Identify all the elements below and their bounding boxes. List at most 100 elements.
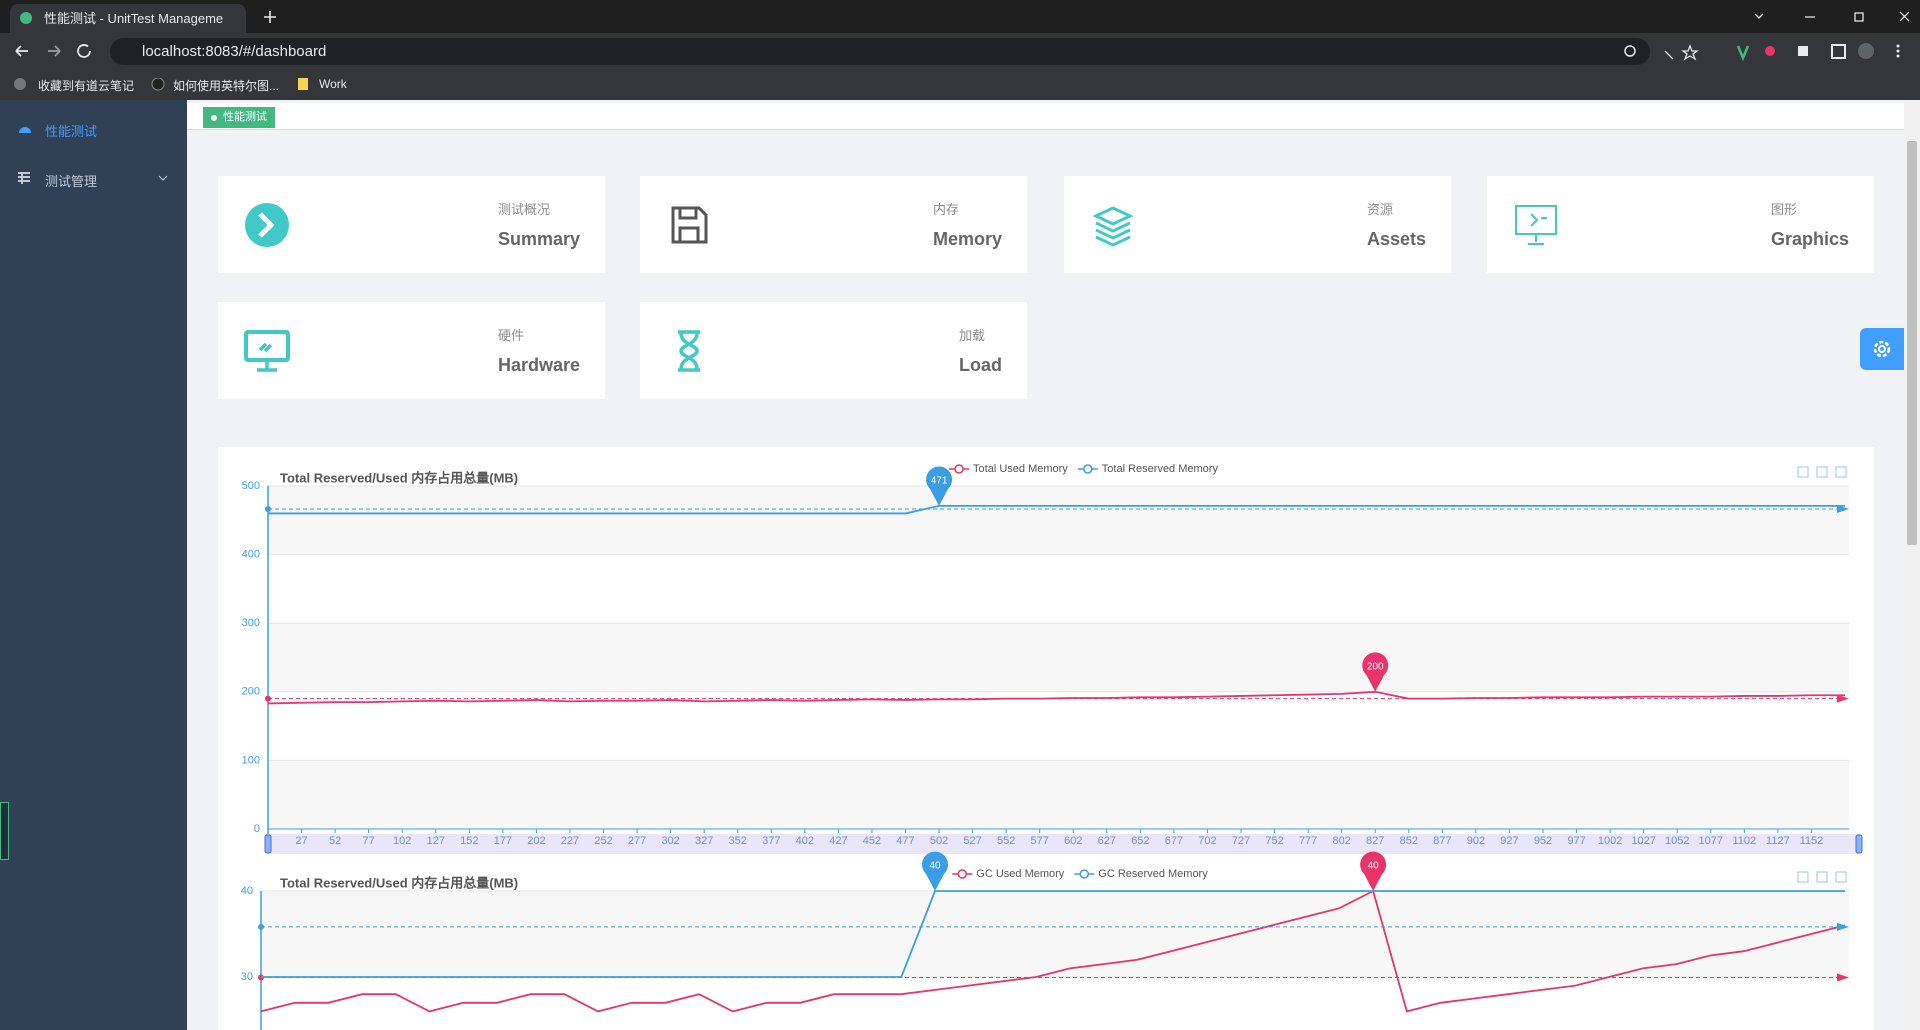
card[interactable]: 加载 Load — [640, 302, 1027, 399]
legend-label: Total Used Memory — [973, 463, 1068, 475]
x-tick-label: 177 — [494, 835, 512, 847]
max-label: 200 — [1367, 661, 1384, 672]
x-tick-label: 202 — [527, 835, 545, 847]
chart-title: Total Reserved/Used 内存占用总量(MB) — [280, 875, 518, 890]
x-tick-label: 1077 — [1699, 835, 1723, 847]
average-arrow — [1837, 694, 1849, 703]
max-pin — [1360, 851, 1387, 891]
grid-band — [268, 760, 1849, 829]
card-icon — [678, 330, 700, 372]
y-tick-label: 0 — [254, 823, 260, 835]
legend-item: GC Used Memory — [952, 868, 1065, 880]
menu-item[interactable]: 测试管理 — [45, 174, 98, 189]
x-tick-label: 752 — [1265, 835, 1283, 847]
x-tick-label: 927 — [1500, 835, 1518, 847]
bookmark[interactable]: Work — [319, 77, 347, 91]
toolbox-icon — [1816, 871, 1828, 883]
y-tick-label: 200 — [242, 686, 260, 698]
x-tick-label: 477 — [896, 835, 914, 847]
browser-tab[interactable]: 性能测试 - UnitTest Manageme — [10, 4, 246, 33]
y-tick-label: 40 — [241, 885, 253, 897]
x-tick-label: 352 — [729, 835, 747, 847]
tags-bar — [187, 103, 1904, 130]
menu-item[interactable]: 性能测试 — [45, 124, 98, 139]
toolbox-icon — [1797, 871, 1809, 883]
toolbox-icon — [1835, 871, 1847, 883]
x-tick-label: 977 — [1567, 835, 1585, 847]
card-label: Graphics — [1770, 229, 1849, 249]
url-field[interactable]: localhost:8083/#/dashboard — [110, 38, 1650, 65]
x-tick-label: 302 — [661, 835, 679, 847]
bookmark-icons — [14, 78, 308, 91]
gear-icon — [1873, 340, 1891, 358]
tab-bar: 性能测试 - UnitTest Manageme — [0, 0, 1920, 33]
window-controls[interactable] — [1745, 8, 1915, 26]
average-arrow — [1837, 922, 1849, 931]
series-line — [261, 890, 1845, 978]
card[interactable]: 内存 Memory — [640, 176, 1027, 273]
legend-marker — [1079, 869, 1090, 879]
max-label: 40 — [1368, 861, 1380, 872]
nav-buttons[interactable] — [12, 41, 92, 61]
card[interactable]: 硬件 Hardware — [218, 302, 605, 399]
y-tick-label: 300 — [242, 617, 260, 629]
card-text: 加载 Load — [959, 325, 1002, 376]
card-icon — [244, 330, 290, 372]
x-tick-label: 77 — [363, 835, 375, 847]
data-zoom — [268, 834, 1859, 854]
x-tick-label: 1102 — [1732, 835, 1756, 847]
x-tick-label: 1027 — [1631, 835, 1655, 847]
settings-button[interactable] — [1860, 328, 1904, 370]
legend-marker — [957, 869, 968, 879]
toolbox-icon — [1835, 466, 1847, 478]
charts: 0 100 200 300 400 500 27 52 77 102 127 152 177 202 227… — [241, 463, 1863, 1030]
card[interactable]: 资源 Assets — [1064, 176, 1451, 273]
average-arrow — [1837, 505, 1849, 514]
side-widget — [0, 802, 9, 860]
x-tick-label: 527 — [963, 835, 981, 847]
average-start — [258, 923, 264, 930]
scroll-thumb[interactable] — [1907, 141, 1917, 545]
card-label: Hardware — [497, 355, 580, 375]
menu-arrow — [158, 175, 168, 181]
series-line — [268, 504, 1845, 515]
legend-marker — [1083, 464, 1093, 474]
legend-label: GC Reserved Memory — [1098, 868, 1208, 880]
grid-band — [268, 623, 1849, 692]
x-tick-label: 802 — [1333, 835, 1351, 847]
y-tick-label: 500 — [242, 480, 260, 492]
x-tick-label: 1127 — [1766, 835, 1790, 847]
x-tick-label: 602 — [1064, 835, 1082, 847]
x-tick-label: 577 — [1031, 835, 1049, 847]
card-label: Summary — [497, 229, 580, 249]
x-tick-label: 127 — [427, 835, 445, 847]
card-title: 资源 — [1366, 202, 1393, 217]
tag[interactable]: 性能测试 — [203, 107, 275, 128]
card-icon — [1092, 206, 1134, 247]
x-tick-label: 552 — [997, 835, 1015, 847]
average-start — [265, 506, 271, 513]
x-tick-label: 827 — [1366, 835, 1384, 847]
max-pin — [1362, 652, 1389, 692]
bookmarks-bar: 收藏到有道云笔记 如何使用英特尔图... Work — [0, 69, 1920, 100]
card[interactable]: 图形 Graphics — [1487, 176, 1874, 273]
card[interactable]: 测试概况 Summary — [218, 176, 605, 273]
legend-marker — [954, 464, 964, 474]
toolbar-icons[interactable] — [1620, 42, 1910, 62]
card-icon — [671, 206, 708, 244]
card-title: 硬件 — [497, 328, 524, 343]
card-icon — [1515, 205, 1557, 245]
average-arrow — [1837, 973, 1849, 982]
new-tab[interactable] — [262, 9, 278, 25]
sidebar: 性能测试 测试管理 — [0, 100, 187, 1030]
x-tick-label: 627 — [1098, 835, 1116, 847]
x-tick-label: 1052 — [1665, 835, 1689, 847]
bookmark[interactable]: 收藏到有道云笔记 — [38, 79, 135, 93]
bookmark[interactable]: 如何使用英特尔图... — [173, 79, 280, 93]
menu-icon — [19, 127, 31, 133]
x-tick-label: 277 — [628, 835, 646, 847]
card-title: 图形 — [1770, 202, 1797, 217]
x-tick-label: 702 — [1198, 835, 1216, 847]
x-tick-label: 27 — [295, 835, 307, 847]
